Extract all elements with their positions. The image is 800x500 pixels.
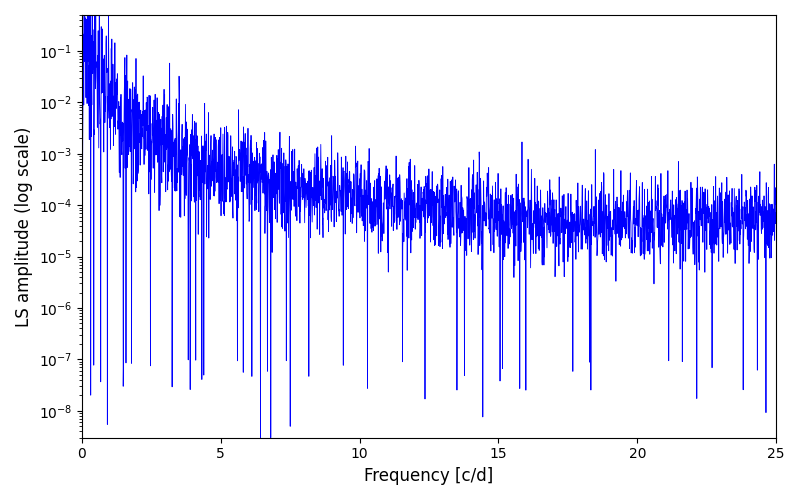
X-axis label: Frequency [c/d]: Frequency [c/d] xyxy=(364,467,494,485)
Y-axis label: LS amplitude (log scale): LS amplitude (log scale) xyxy=(15,126,33,326)
